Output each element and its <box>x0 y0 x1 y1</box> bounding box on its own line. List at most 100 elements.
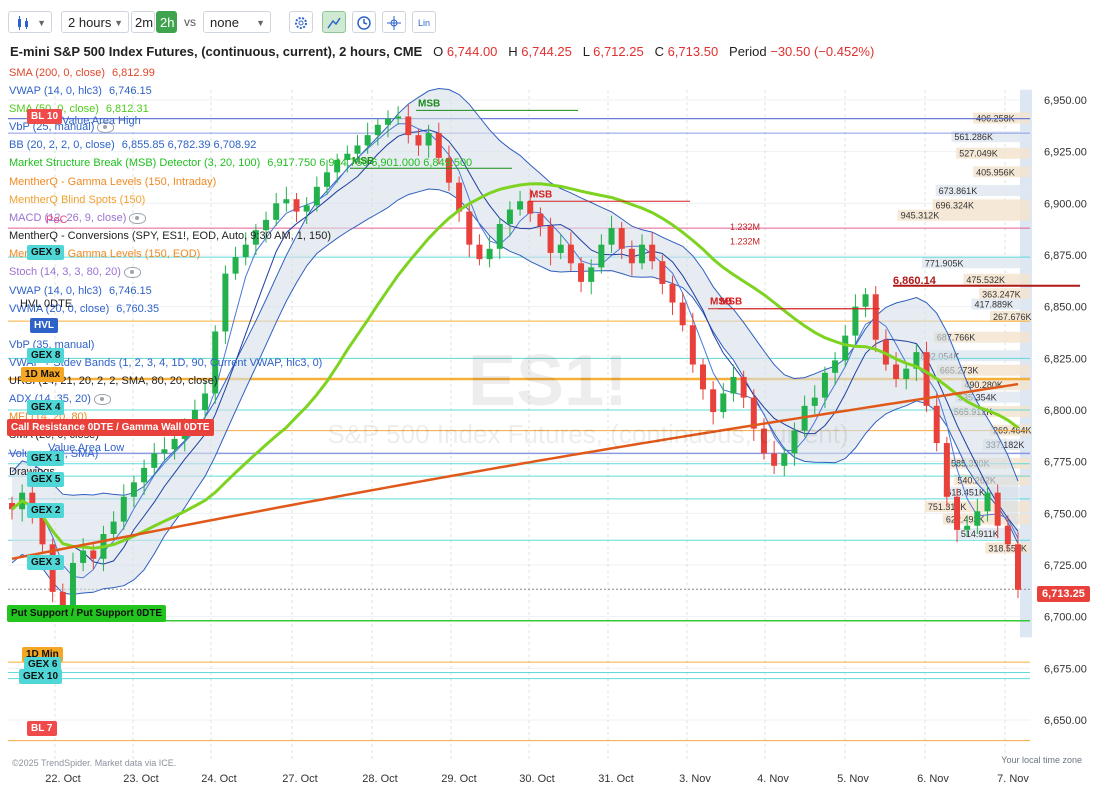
auto-trendline-button[interactable] <box>322 11 346 33</box>
visibility-eye-icon[interactable] <box>97 121 115 133</box>
indicator-row[interactable]: SMA (200, 0, close) 6,812.99 <box>9 67 155 79</box>
time-tick-label: 6. Nov <box>917 773 949 785</box>
indicator-label: MACD (12, 26, 9, close) <box>9 212 127 224</box>
volume-profile-label: 945.312K <box>901 211 940 221</box>
volume-profile-rail <box>1020 89 1032 638</box>
volume-profile-label: 417.889K <box>974 300 1013 310</box>
volume-profile-label: 771.905K <box>925 258 964 268</box>
interval-2m-button[interactable]: 2m <box>131 11 155 33</box>
tag-gex1: GEX 1 <box>27 451 65 466</box>
volume-profile-label: 687.766K <box>937 333 976 343</box>
candle-body <box>598 244 605 268</box>
volume-profile-bar <box>990 311 1030 322</box>
candle-body <box>659 261 666 284</box>
indicator-row[interactable]: VWMA (20, 0, close) 6,760.35 <box>9 303 159 315</box>
time-axis: 22. Oct 23. Oct 24. Oct 27. Oct 28. Oct 29. O… <box>45 773 1029 785</box>
volume-profile-bar <box>935 184 1030 196</box>
candle-body <box>567 244 574 264</box>
indicator-label: VWAP (14, 0, hlc3) <box>9 85 102 97</box>
candle-body <box>9 503 15 510</box>
candle-body <box>171 438 178 450</box>
volume-profile-bar <box>951 131 1030 143</box>
linear-scale-label: Lin <box>417 18 430 28</box>
volume-profile-bar <box>979 288 1030 300</box>
indicator-row[interactable]: VWAP (14, 0, hlc3) 6,746.15 <box>9 85 152 97</box>
interval-2h-button[interactable]: 2h <box>156 11 177 33</box>
price-axis: 6,950.00 6,925.00 6,900.00 6,875.00 6,850.00… <box>1044 95 1087 727</box>
low-label: L <box>582 44 590 59</box>
indicator-row[interactable]: MACD (12, 26, 9, close) <box>9 212 147 224</box>
candle-body <box>811 397 818 406</box>
indicator-row[interactable]: BB (20, 2, 2, 0, close) 6,855.85 6,782.39… <box>9 139 256 151</box>
candle-body <box>964 525 971 530</box>
price-tick-label: 6,650.00 <box>1044 715 1087 727</box>
interval-select[interactable]: 2 hours ▼ <box>61 11 129 33</box>
candle-body <box>39 517 46 545</box>
volume-profile-bar <box>955 391 1030 403</box>
tag-gex4: GEX 4 <box>27 400 65 415</box>
candle-body <box>1015 544 1021 590</box>
crosshair-button[interactable] <box>382 11 406 33</box>
replay-button[interactable] <box>352 11 376 33</box>
time-tick-label: 22. Oct <box>45 773 80 785</box>
indicator-value: 6,812.31 <box>105 103 149 115</box>
volume-profile-bar <box>957 528 1030 539</box>
candle-body <box>120 496 127 522</box>
price-tick-label: 6,875.00 <box>1044 250 1087 262</box>
tag-call-resistance: Call Resistance 0DTE / Gamma Wall 0DTE <box>7 419 214 436</box>
indicator-row[interactable]: VWAP (14, 0, hlc3) 6,746.15 <box>9 285 152 297</box>
marked-level-label: 6,860.14 <box>893 275 936 287</box>
interval-2h-label: 2h <box>160 15 175 30</box>
candle-body <box>425 133 432 146</box>
time-tick-label: 23. Oct <box>123 773 158 785</box>
copyright-notice: ©2025 TrendSpider. Market data via ICE. <box>12 758 177 768</box>
candle-body <box>842 335 849 361</box>
volume-profile-bar <box>956 147 1030 159</box>
candle-body <box>527 201 534 214</box>
visibility-eye-icon[interactable] <box>123 266 141 278</box>
candle-body <box>750 397 757 429</box>
candle-body <box>608 228 615 245</box>
candle-body <box>496 224 503 249</box>
vwma-line <box>11 129 1019 565</box>
compare-select[interactable]: none ▼ <box>203 11 271 33</box>
price-tick-label: 6,900.00 <box>1044 198 1087 210</box>
candle-body <box>232 257 239 274</box>
candle-body <box>313 186 320 206</box>
tag-hvl: HVL <box>30 318 58 333</box>
candle-body <box>628 248 635 264</box>
volume-profile-bar <box>961 379 1030 391</box>
trend-icon <box>327 17 341 29</box>
indicator-label: VWAP + Stdev Bands (1, 2, 3, 4, 1D, 90, … <box>9 357 323 369</box>
indicator-row[interactable]: VWAP + Stdev Bands (1, 2, 3, 4, 1D, 90, … <box>9 357 322 369</box>
visibility-eye-icon[interactable] <box>129 212 147 224</box>
indicator-row[interactable]: MentherQ Blind Spots (150) <box>9 194 145 206</box>
indicator-row[interactable]: Stoch (14, 3, 3, 80, 20) <box>9 266 141 278</box>
visibility-eye-icon[interactable] <box>93 393 111 405</box>
high-label: H <box>508 44 518 59</box>
chevron-down-icon: ▼ <box>37 18 46 28</box>
indicator-row[interactable]: MentherQ - Gamma Levels (150, Intraday) <box>9 176 216 188</box>
candle-body <box>456 182 463 212</box>
volume-profile-bar <box>942 513 1030 525</box>
candle-body <box>90 550 97 559</box>
time-tick-label: 5. Nov <box>837 773 869 785</box>
settings-button[interactable] <box>289 11 313 33</box>
low-value: 6,712.25 <box>593 44 644 59</box>
chart-type-selector[interactable]: ▼ <box>8 11 52 33</box>
volume-profile-label: 490.280K <box>964 380 1003 390</box>
price-tick-label: 6,950.00 <box>1044 95 1087 107</box>
linear-scale-button[interactable]: Lin <box>412 11 436 33</box>
volume-profile-label: 363.247K <box>982 289 1021 299</box>
candle-body <box>852 306 859 336</box>
high-value: 6,744.25 <box>521 44 572 59</box>
volume-profile-bar <box>963 273 1030 285</box>
instrument-title: E-mini S&P 500 Index Futures, (continuou… <box>10 44 423 59</box>
chevron-down-icon: ▼ <box>114 18 123 28</box>
indicator-row[interactable]: MentherQ - Conversions (SPY, ES1!, EOD, … <box>9 230 331 242</box>
indicator-row[interactable]: Market Structure Break (MSB) Detector (3… <box>9 157 472 169</box>
indicator-row[interactable]: VbP (25, manual) <box>9 121 115 133</box>
clock-icon <box>357 16 371 30</box>
